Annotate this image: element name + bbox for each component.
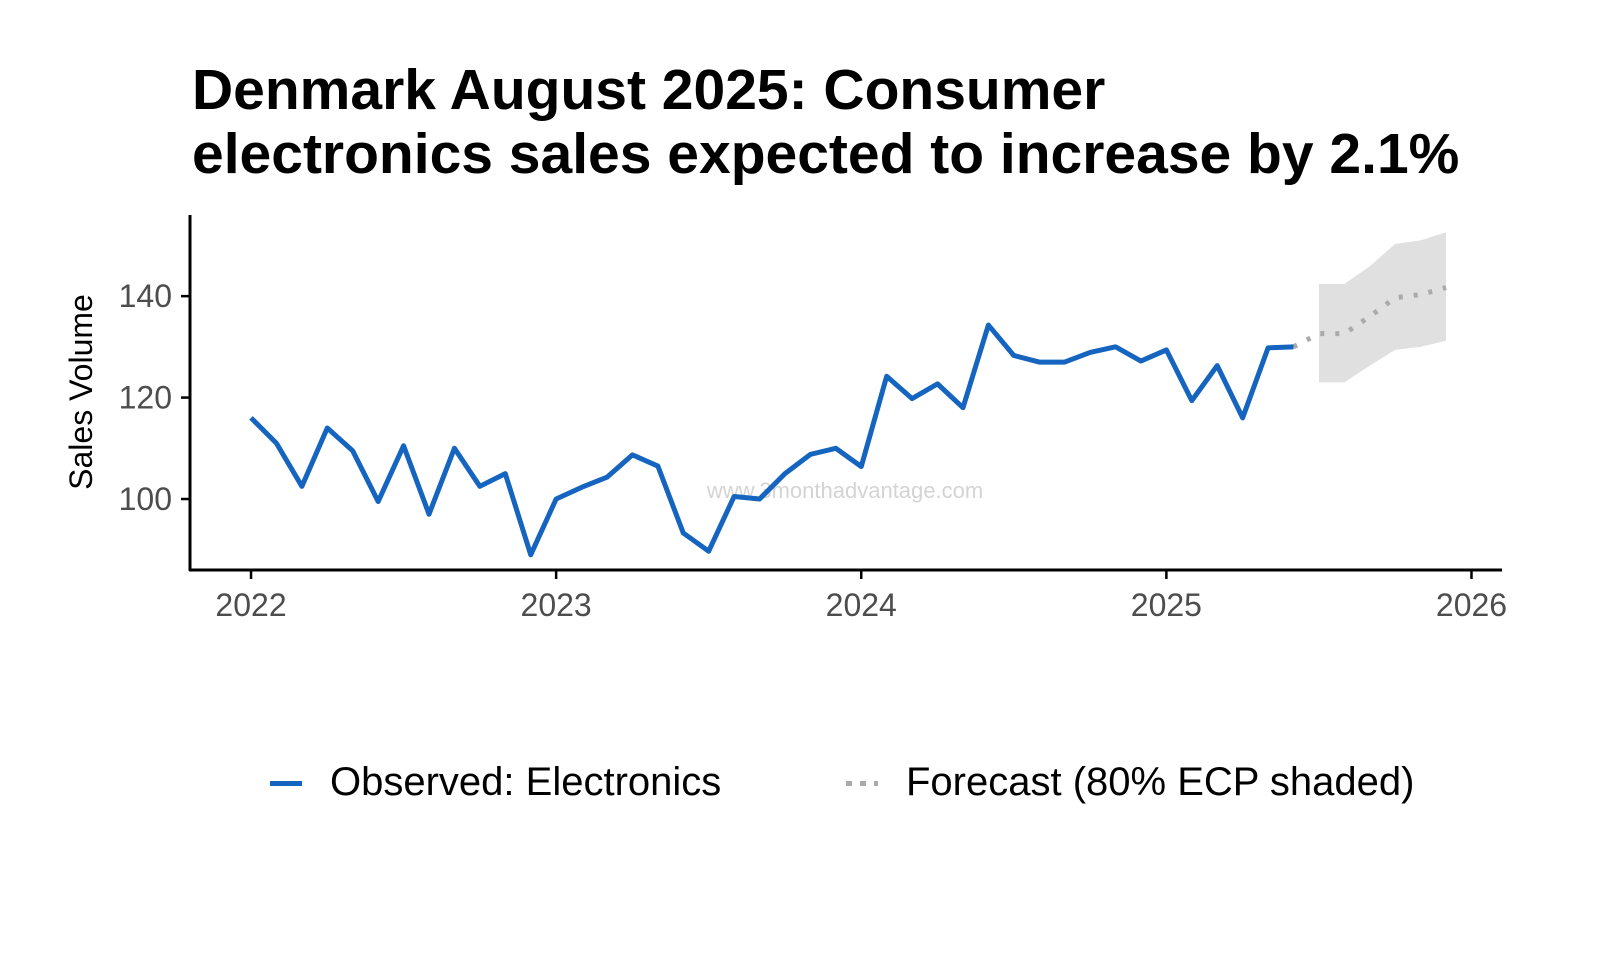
chart-title-line-1: Denmark August 2025: Consumer: [192, 58, 1106, 122]
legend-key-dotted-line: [846, 763, 878, 803]
forecast-interval-band-layer: [1318, 232, 1447, 383]
x-tick-label: 2022: [215, 587, 286, 623]
x-tick-label: 2023: [521, 587, 592, 623]
y-axis-label: Sales Volume: [63, 294, 99, 490]
chart-title-line-2: electronics sales expected to increase b…: [192, 122, 1460, 186]
axes: 2022 2023 2024 2025 2026 100 120 140: [119, 215, 1507, 623]
legend: Observed: Electronics Forecast (80% ECP …: [0, 760, 1600, 820]
x-tick-label: 2026: [1436, 587, 1507, 623]
y-tick-label: 120: [119, 380, 172, 416]
legend-key-solid-line: [270, 763, 302, 803]
x-tick-label: 2024: [826, 587, 897, 623]
y-tick-label: 100: [119, 481, 172, 517]
y-tick-label: 140: [119, 278, 172, 314]
legend-label-forecast: Forecast (80% ECP shaded): [906, 760, 1415, 804]
chart-title: Denmark August 2025: Consumer electronic…: [192, 58, 1582, 186]
observed-series-line: [249, 322, 1294, 558]
legend-label-observed: Observed: Electronics: [330, 760, 722, 804]
series-layer: [249, 285, 1447, 558]
legend-item-forecast: Forecast (80% ECP shaded): [846, 760, 1414, 805]
x-tick-label: 2025: [1131, 587, 1202, 623]
forecast-interval-band: [1318, 232, 1447, 383]
legend-item-observed: Observed: Electronics: [270, 760, 721, 805]
chart-area: www.3monthadvantage.com 2022 2023 2024 2025…: [63, 215, 1507, 623]
